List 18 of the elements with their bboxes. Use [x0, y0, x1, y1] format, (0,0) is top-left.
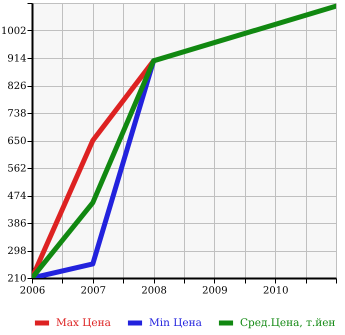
y-tick-label: 650 — [7, 136, 26, 147]
legend-label: Min Цена — [149, 317, 202, 329]
x-tick-label: 2006 — [20, 286, 46, 296]
y-tick-label: 474 — [7, 191, 26, 202]
legend-label: Сред.Цена, т.йен — [240, 317, 336, 329]
x-tick-label: 2007 — [80, 286, 106, 296]
legend-label: Max Цена — [56, 317, 111, 329]
y-tick-label: 826 — [7, 81, 26, 92]
y-tick-label: 1002 — [1, 26, 26, 37]
y-tick-label: 738 — [7, 108, 26, 120]
x-tick-label: 2008 — [141, 286, 167, 296]
y-tick-label: 298 — [7, 246, 26, 257]
x-tick-label: 2010 — [262, 286, 288, 296]
x-tick-label: 2009 — [202, 286, 228, 296]
y-tick-label: 562 — [7, 164, 26, 174]
y-tick-label: 914 — [7, 54, 26, 64]
y-tick-label: 210 — [7, 274, 26, 284]
y-tick-label: 386 — [7, 218, 26, 230]
